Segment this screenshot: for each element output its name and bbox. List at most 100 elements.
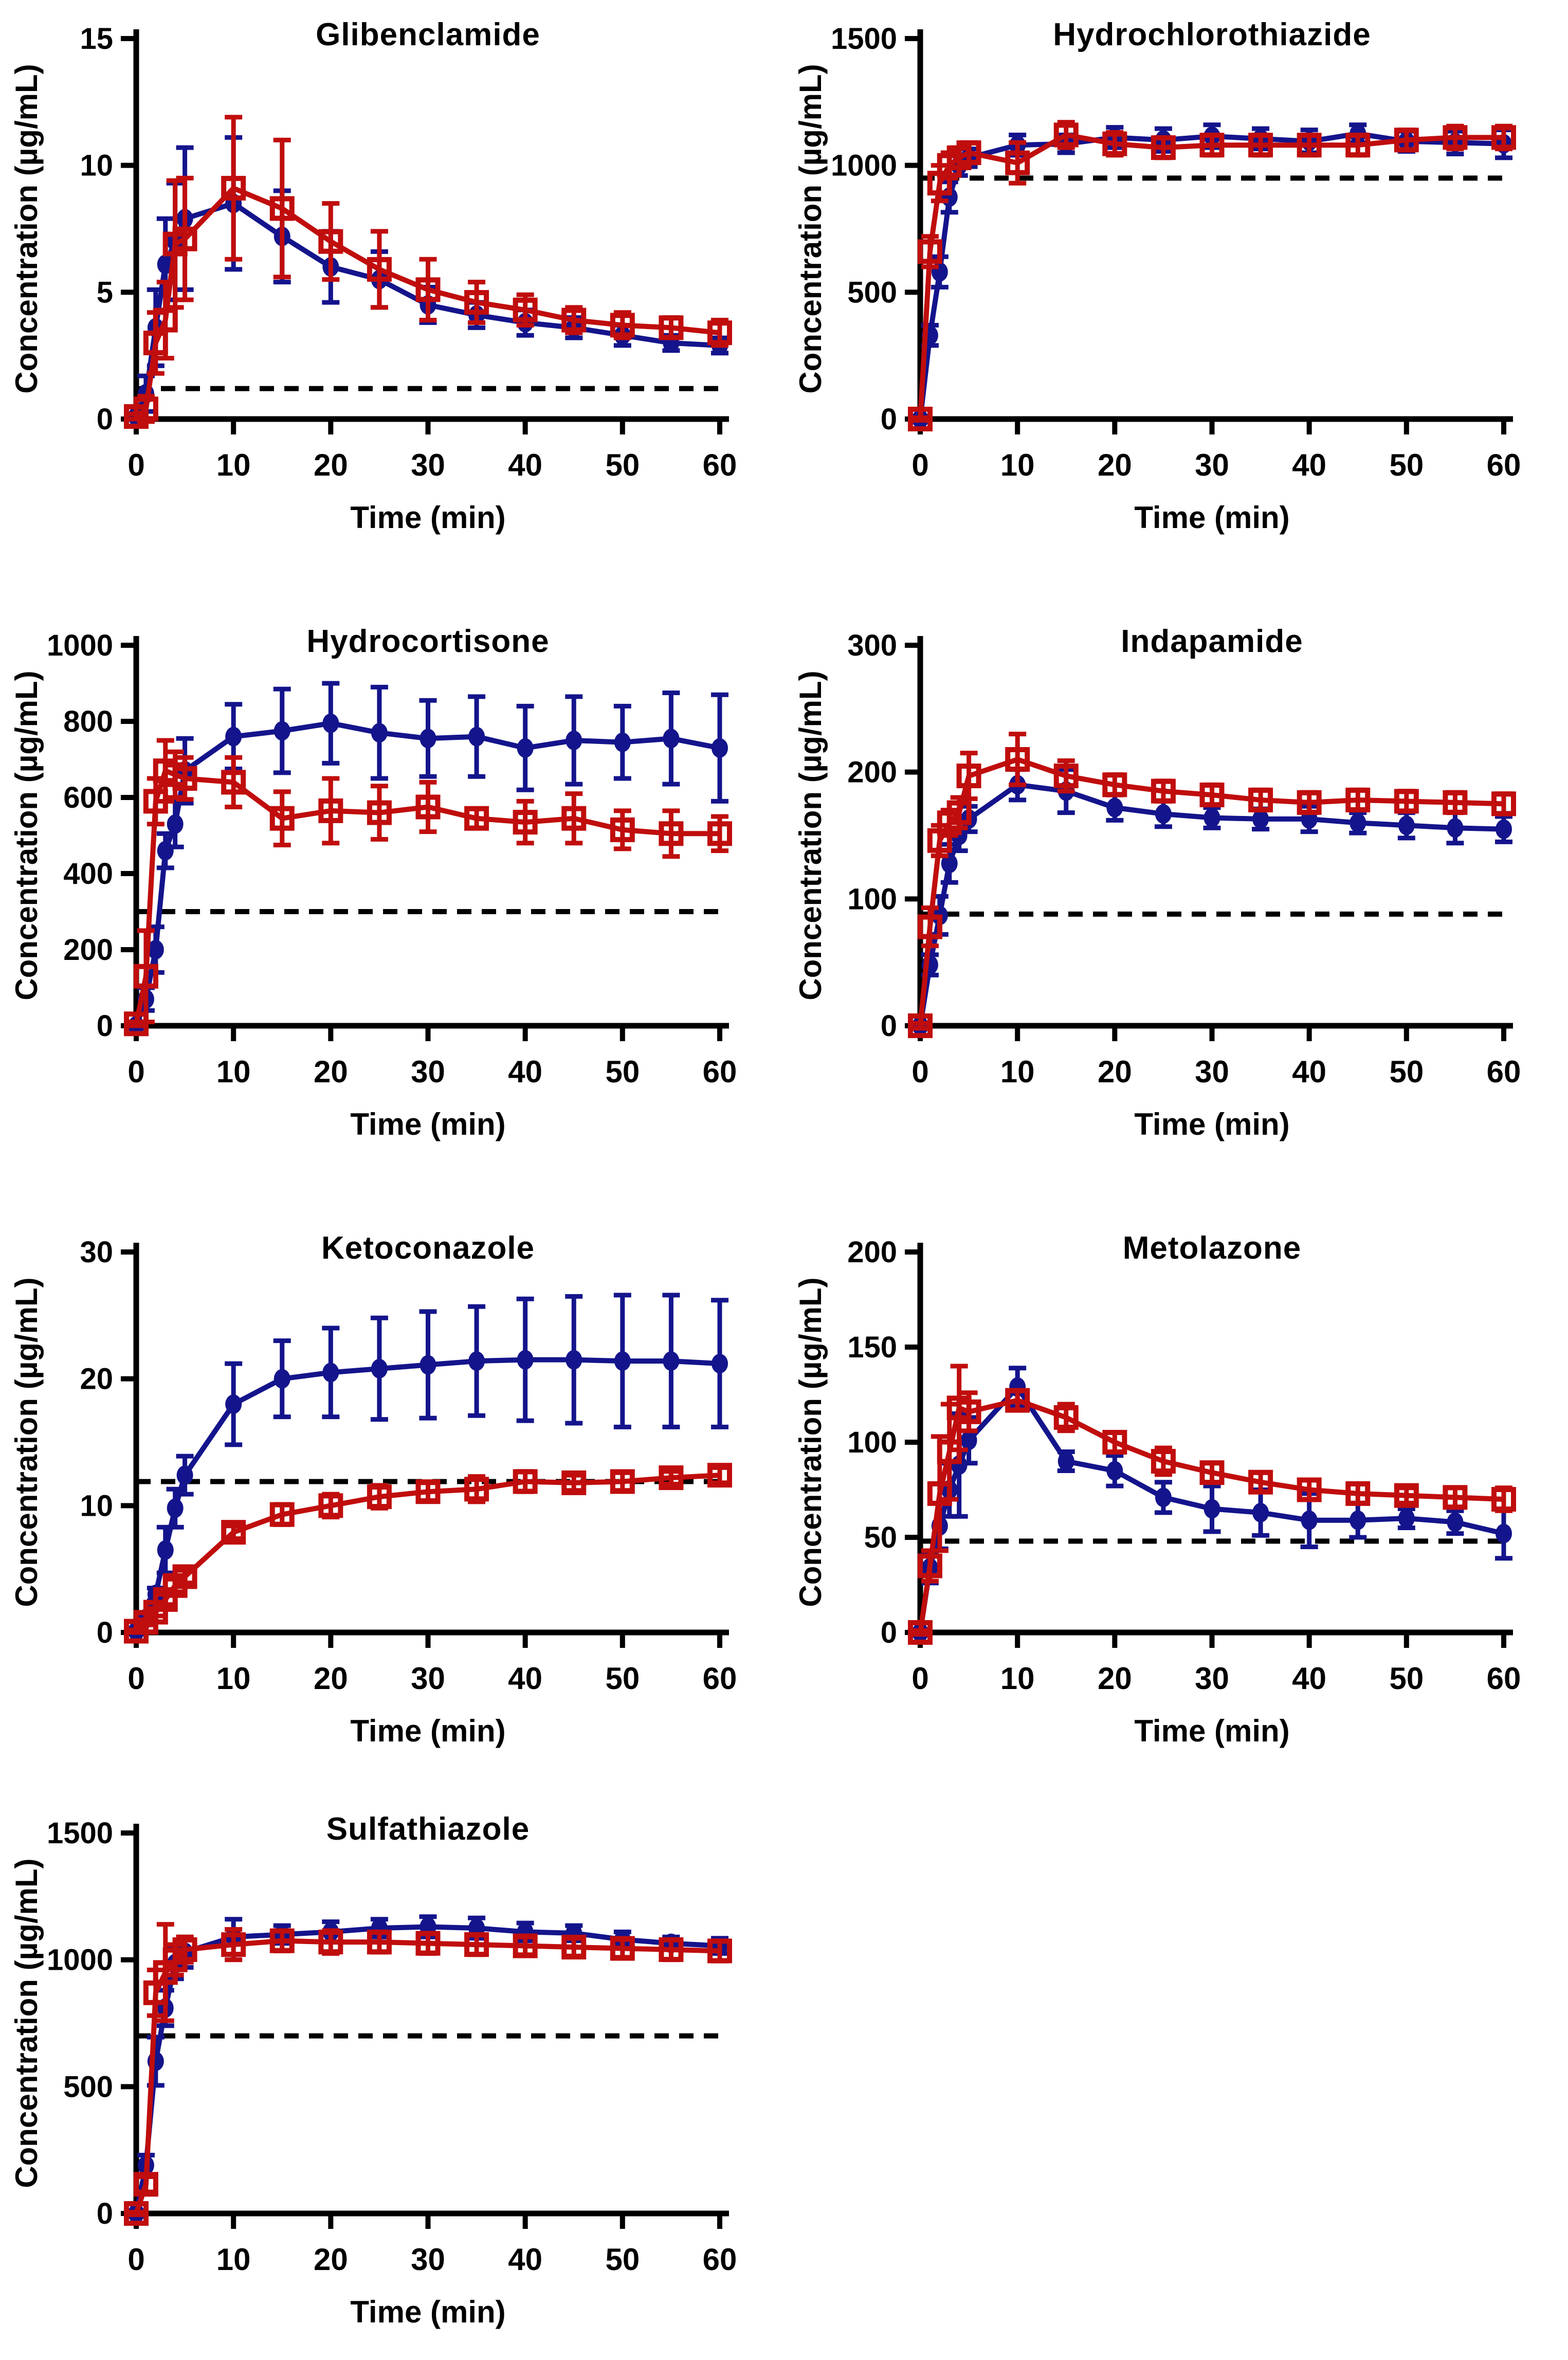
open-square-marker	[415, 277, 441, 302]
y-tick-label: 300	[847, 629, 897, 662]
filled-circle-marker	[1496, 1523, 1512, 1544]
open-square-marker	[610, 313, 635, 338]
y-tick-label: 0	[97, 2197, 113, 2230]
y-tick-label: 0	[881, 1616, 897, 1649]
open-square-marker	[1151, 135, 1176, 160]
open-square-marker	[917, 914, 942, 939]
filled-circle-marker	[1350, 1510, 1366, 1530]
chart-cell-hydrocortisone: 0 200 400 600 800 1000 0 10 20 30 40 50 60 Concentrat…	[0, 566, 784, 1157]
open-square-marker	[1151, 778, 1176, 804]
open-square-marker	[1005, 747, 1030, 772]
x-tick-label: 10	[1000, 1055, 1035, 1089]
filled-circle-marker	[157, 1540, 174, 1560]
filled-circle-marker	[167, 1498, 184, 1518]
open-square-marker	[172, 766, 197, 791]
x-tick-label: 40	[1292, 448, 1326, 482]
x-tick-label: 10	[1000, 448, 1035, 482]
filled-circle-marker	[1447, 818, 1464, 838]
x-tick-label: 40	[1292, 1055, 1326, 1089]
series-red-open-squares	[908, 1364, 1516, 1645]
filled-circle-marker	[322, 713, 339, 733]
open-square-marker	[124, 1011, 149, 1037]
y-tick-label: 1000	[831, 149, 897, 183]
filled-circle-marker	[1155, 804, 1172, 824]
filled-circle-marker	[1058, 1451, 1074, 1471]
y-tick-label: 400	[63, 857, 113, 891]
x-tick-label: 10	[216, 448, 251, 482]
y-tick-label: 0	[881, 403, 897, 436]
x-tick-label: 0	[911, 448, 928, 482]
y-tick-label: 50	[864, 1521, 897, 1554]
open-square-marker	[946, 800, 972, 825]
x-axis-label: Time (min)	[1134, 500, 1289, 535]
open-square-marker	[318, 229, 343, 254]
open-square-marker	[143, 789, 168, 814]
y-tick-label: 15	[80, 22, 113, 56]
series-blue-filled-circles	[911, 122, 1512, 429]
open-square-marker	[221, 176, 246, 201]
x-tick-label: 60	[1487, 1055, 1521, 1089]
open-square-marker	[367, 800, 392, 825]
y-tick-label: 200	[63, 933, 113, 967]
open-square-marker	[172, 1937, 197, 1962]
filled-circle-marker	[274, 721, 290, 741]
y-tick-label: 150	[847, 1331, 897, 1364]
filled-circle-marker	[517, 738, 534, 758]
x-tick-label: 30	[1195, 448, 1229, 482]
x-tick-label: 30	[411, 1661, 445, 1696]
x-axis-label: Time (min)	[350, 1107, 505, 1141]
y-tick-label: 0	[881, 1009, 897, 1043]
x-tick-label: 50	[1389, 1661, 1424, 1696]
x-tick-label: 10	[216, 2242, 251, 2277]
open-square-marker	[1394, 1483, 1419, 1508]
filled-circle-marker	[663, 729, 680, 749]
y-tick-label: 800	[63, 705, 113, 738]
open-square-marker	[1443, 790, 1468, 815]
y-tick-label: 500	[63, 2070, 113, 2103]
open-square-marker	[1491, 791, 1516, 816]
open-square-marker	[561, 806, 587, 831]
open-square-marker	[464, 806, 489, 831]
x-tick-label: 0	[911, 1055, 928, 1089]
open-square-marker	[610, 1936, 635, 1961]
x-tick-label: 50	[1389, 448, 1424, 482]
filled-circle-marker	[1155, 1487, 1172, 1508]
open-square-marker	[707, 1463, 732, 1488]
open-square-marker	[269, 196, 295, 221]
y-tick-label: 1500	[831, 22, 897, 56]
sulfathiazole-line-plot: 0 500 1000 1500 0 10 20 30 40 50 60 Concentration (…	[9, 1817, 737, 2329]
y-axis-label: Concentration (µg/mL)	[9, 1858, 44, 2188]
y-tick-label: 600	[63, 781, 113, 814]
filled-circle-marker	[712, 738, 728, 758]
open-square-marker	[367, 1930, 392, 1955]
open-square-marker	[917, 1553, 942, 1578]
x-axis-label: Time (min)	[350, 500, 505, 535]
chart-cell-ketoconazole: 0 10 20 30 0 10 20 30 40 50 60 Concentration (µg/mL…	[0, 1157, 784, 1748]
filled-circle-marker	[1350, 813, 1366, 833]
hydrochlorothiazide-line-plot: 0 500 1000 1500 0 10 20 30 40 50 60 Concentration (…	[793, 22, 1521, 535]
open-square-marker	[1443, 1485, 1468, 1510]
filled-circle-marker	[274, 1369, 290, 1389]
x-tick-label: 30	[1195, 1661, 1229, 1696]
x-tick-label: 0	[127, 1661, 144, 1696]
open-square-marker	[415, 1479, 441, 1504]
filled-circle-marker	[1496, 819, 1512, 839]
series-blue-filled-circles	[911, 767, 1512, 1036]
x-tick-label: 40	[508, 1055, 542, 1089]
open-square-marker	[124, 2201, 149, 2226]
series-red-open-squares	[124, 115, 732, 429]
hydrocortisone-line-plot: 0 200 400 600 800 1000 0 10 20 30 40 50 60 Concentrat…	[9, 629, 737, 1141]
y-tick-label: 5	[97, 276, 113, 309]
open-square-marker	[133, 964, 158, 989]
x-tick-label: 40	[508, 2242, 542, 2277]
filled-circle-marker	[1252, 809, 1269, 829]
chart-cell-glibenclamide: 0 5 10 15 0 10 20 30 40 50 60 Concentration (µg/mL)…	[0, 0, 784, 566]
series-red-open-squares	[124, 738, 732, 1037]
open-square-marker	[908, 407, 933, 431]
x-tick-label: 20	[314, 2242, 348, 2277]
series-blue-filled-circles	[127, 1293, 728, 1641]
open-square-marker	[1345, 133, 1371, 158]
filled-circle-marker	[420, 729, 436, 749]
x-tick-label: 60	[703, 1055, 737, 1089]
